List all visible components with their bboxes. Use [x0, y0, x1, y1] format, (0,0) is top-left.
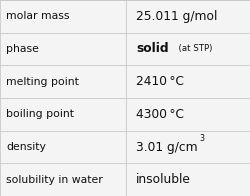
Text: melting point: melting point	[6, 77, 79, 87]
Text: boiling point: boiling point	[6, 109, 74, 119]
Text: 2410 °C: 2410 °C	[136, 75, 184, 88]
Text: density: density	[6, 142, 46, 152]
Text: insoluble: insoluble	[136, 173, 191, 186]
Text: molar mass: molar mass	[6, 11, 70, 21]
Text: (at STP): (at STP)	[172, 44, 212, 54]
Text: 25.011 g/mol: 25.011 g/mol	[136, 10, 218, 23]
Text: solid: solid	[136, 43, 169, 55]
Text: 3: 3	[199, 134, 204, 143]
Text: solubility in water: solubility in water	[6, 175, 103, 185]
Text: phase: phase	[6, 44, 39, 54]
Text: 4300 °C: 4300 °C	[136, 108, 184, 121]
Text: 3.01 g/cm: 3.01 g/cm	[136, 141, 198, 153]
